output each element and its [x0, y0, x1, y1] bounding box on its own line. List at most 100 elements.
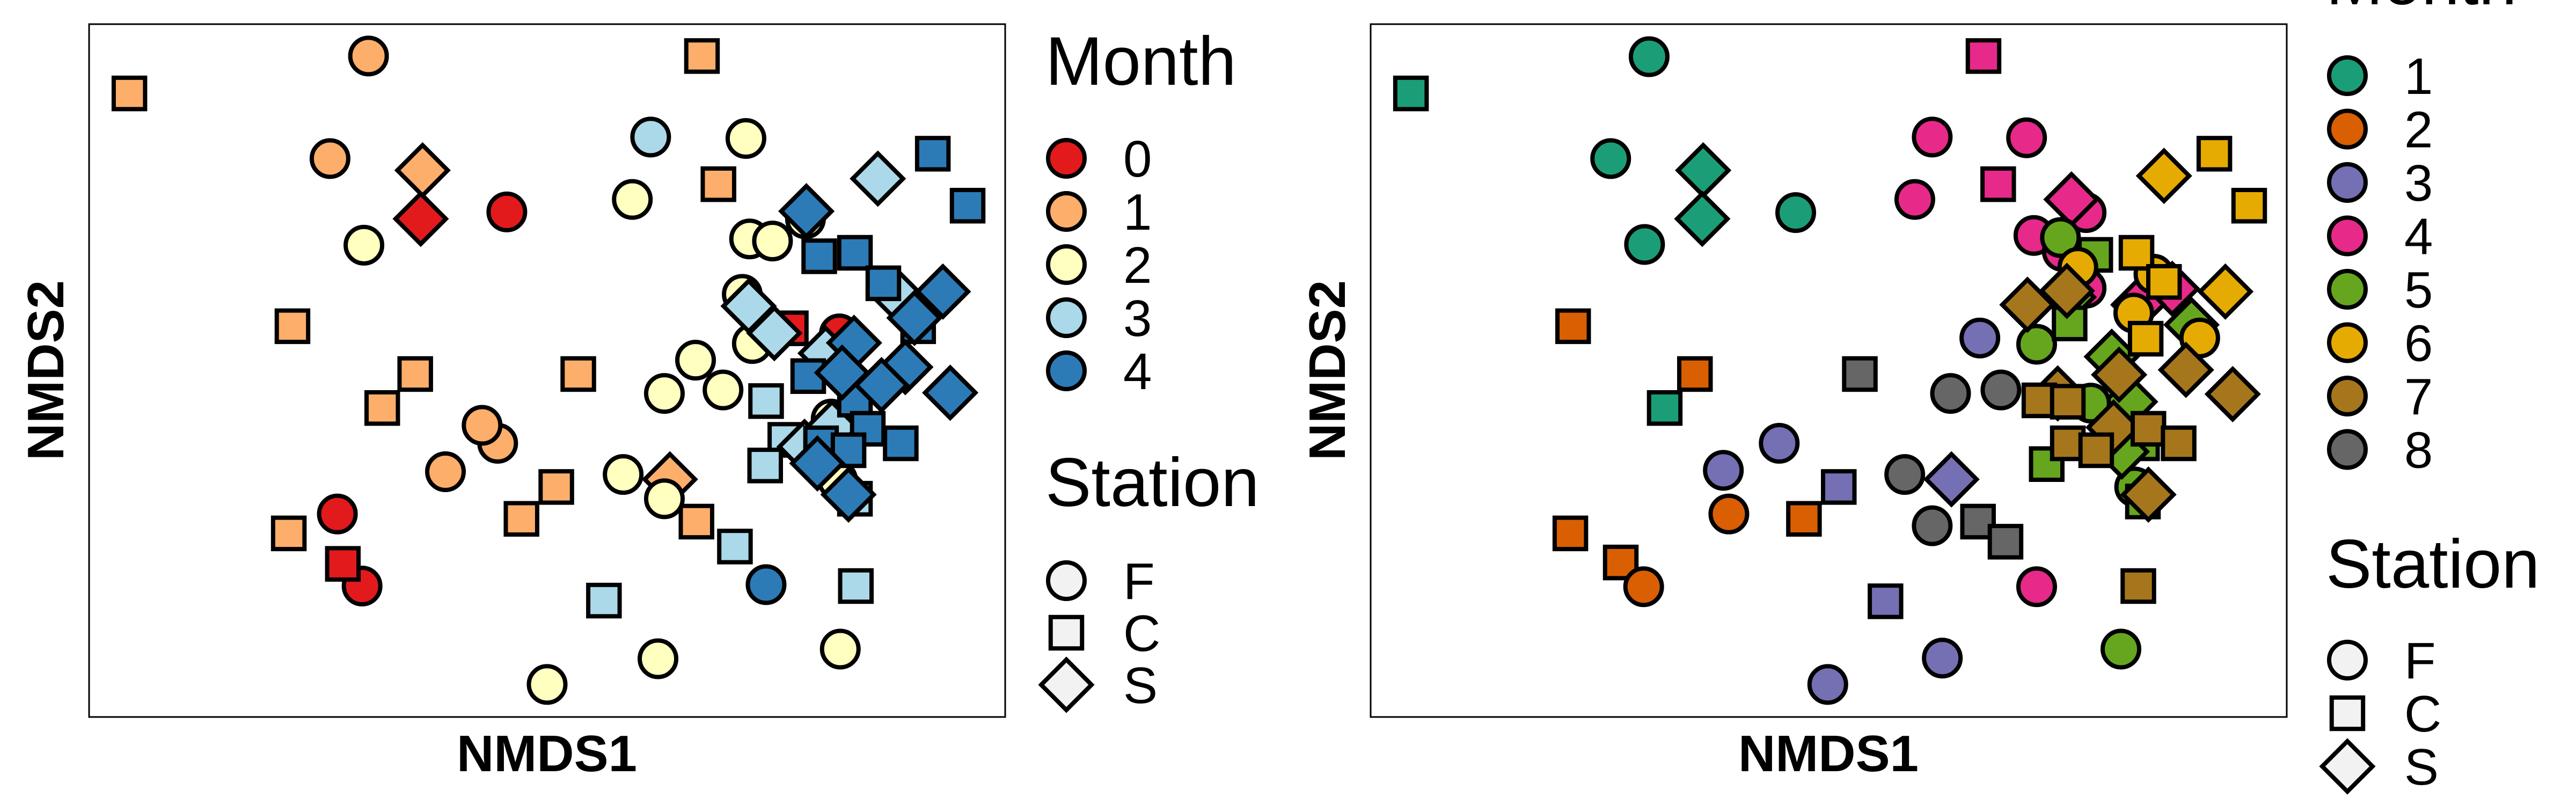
right-legend-station-key	[2329, 695, 2366, 731]
left-legend-month-key	[1046, 244, 1087, 285]
left-point-month4-S	[914, 263, 971, 320]
right-point-month8-F	[1912, 505, 1953, 546]
left-point-month1-F	[309, 138, 350, 179]
left-point-month2-F	[643, 373, 685, 414]
right-point-month2-C	[1786, 501, 1822, 537]
left-point-month4-S	[886, 289, 943, 346]
right-legend-station-title: Station	[2326, 526, 2540, 603]
right-point-month6-S	[2135, 148, 2192, 204]
right-point-month1-C	[1393, 75, 1429, 112]
left-point-month1-C	[397, 356, 433, 392]
left-legend-station-label: C	[1123, 605, 1160, 662]
right-legend-month-key	[2327, 322, 2368, 363]
right-point-month8-F	[1980, 369, 2022, 411]
right-point-month1-S	[1674, 191, 1731, 247]
left-point-month2-F	[343, 224, 385, 266]
left-legend-month-label: 0	[1123, 130, 1152, 188]
left-point-month3-F	[630, 116, 671, 158]
right-points	[1393, 36, 2267, 705]
right-point-month6-S	[2197, 263, 2254, 320]
left-xlabel: NMDS1	[457, 725, 637, 782]
left-point-month3-C	[748, 383, 784, 419]
right-point-month3-F	[1807, 664, 1848, 705]
right-point-month5-F	[2101, 628, 2142, 670]
right-point-month2-C	[1602, 544, 1639, 581]
right-point-month6-C	[2127, 320, 2164, 357]
left-legend-station-key	[1048, 614, 1085, 651]
right-legend-month-key	[2327, 215, 2368, 257]
right-point-month7-C	[2131, 411, 2167, 447]
left-point-month3-C	[838, 568, 874, 604]
right-point-month6-C	[2196, 136, 2233, 172]
right-point-month2-F	[1708, 493, 1750, 535]
left-legend-month-label: 1	[1123, 184, 1152, 241]
right-station-keys: FCS	[2319, 632, 2441, 796]
right-point-month4-F	[1894, 179, 1935, 220]
left-point-month1-F	[425, 451, 466, 492]
left-point-month1-C	[538, 469, 574, 505]
left-point-month1-C	[274, 308, 311, 345]
right-legend-month-title: Month	[2326, 0, 2517, 19]
left-point-month1-F	[348, 35, 389, 77]
left-legend-station-key	[1038, 656, 1095, 713]
left-point-month1-S	[394, 142, 451, 199]
right-point-month7-C	[2050, 384, 2086, 420]
left-legend-station-label: S	[1123, 657, 1158, 714]
right-point-month2-C	[1552, 515, 1589, 552]
right-point-month7-C	[2120, 568, 2156, 604]
right-point-month7-C	[2078, 432, 2114, 469]
right-point-month2-C	[1555, 308, 1591, 345]
left-point-month2-F	[643, 478, 685, 519]
left-legend-station-key	[1046, 560, 1087, 601]
right-point-month3-C	[1821, 469, 1857, 505]
left-points	[111, 35, 986, 705]
right-legend-month-label: 1	[2404, 48, 2433, 105]
left-point-month4-S	[922, 364, 979, 421]
right-legend-month-label: 5	[2404, 261, 2433, 319]
left-point-month2-F	[526, 664, 568, 705]
left-point-month4-C	[801, 238, 837, 274]
right-point-month7-S	[2091, 346, 2148, 403]
left-point-month2-F	[603, 454, 644, 495]
right-point-month7-S	[2204, 365, 2261, 422]
right-point-month7-S	[2120, 466, 2177, 523]
left-point-month2-F	[638, 638, 679, 679]
right-point-month7-S	[2157, 341, 2214, 398]
right-legend-month-label: 6	[2404, 315, 2433, 372]
left-point-month1-C	[503, 501, 539, 537]
left-legend-station-label: F	[1123, 553, 1155, 610]
right-legend-station-key	[2327, 640, 2368, 680]
left-legend-month-label: 3	[1123, 290, 1152, 347]
left-point-month2-F	[702, 369, 744, 411]
right-plot-frame	[1370, 23, 2288, 718]
right-point-month1-C	[1646, 390, 1683, 426]
left-point-month4-C	[830, 432, 867, 469]
left-legend-month-label: 4	[1123, 343, 1152, 400]
left-point-month3-C	[717, 529, 753, 565]
right-point-month6-C	[2146, 264, 2182, 300]
left-point-month4-F	[745, 564, 787, 605]
left-point-month4-C	[883, 425, 919, 462]
right-point-month1-F	[1628, 36, 1670, 77]
right-point-month3-F	[1703, 450, 1744, 491]
right-legend-month-label: 3	[2404, 155, 2433, 212]
left-legend-station-title: Station	[1045, 444, 1260, 521]
right-xlabel: NMDS1	[1738, 725, 1919, 782]
right-legend-station-key	[2319, 738, 2376, 795]
right-point-month8-F	[1884, 454, 1926, 495]
left-point-month2-F	[612, 179, 653, 220]
right-legend-month-key	[2327, 162, 2368, 203]
left-point-month4-S	[820, 466, 877, 523]
left-point-month4-S	[789, 435, 846, 492]
right-legend-month-key	[2327, 108, 2368, 150]
right-point-month3-C	[1868, 583, 1904, 619]
right-point-month4-F	[2016, 566, 2057, 608]
left-point-month4-C	[949, 188, 986, 224]
left-point-month1-C	[684, 38, 720, 74]
left-point-month4-S	[778, 182, 835, 240]
left-point-month0-F	[486, 191, 528, 232]
